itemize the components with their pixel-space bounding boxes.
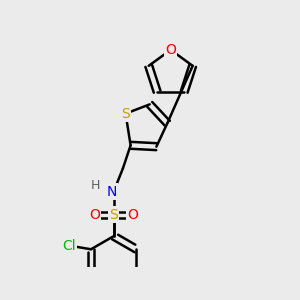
Text: Cl: Cl: [63, 239, 76, 253]
Text: S: S: [121, 106, 130, 121]
Text: O: O: [128, 208, 138, 222]
Text: H: H: [91, 179, 100, 192]
Text: O: O: [89, 208, 100, 222]
Text: O: O: [165, 43, 176, 57]
Text: N: N: [107, 184, 117, 199]
Text: S: S: [109, 208, 118, 222]
